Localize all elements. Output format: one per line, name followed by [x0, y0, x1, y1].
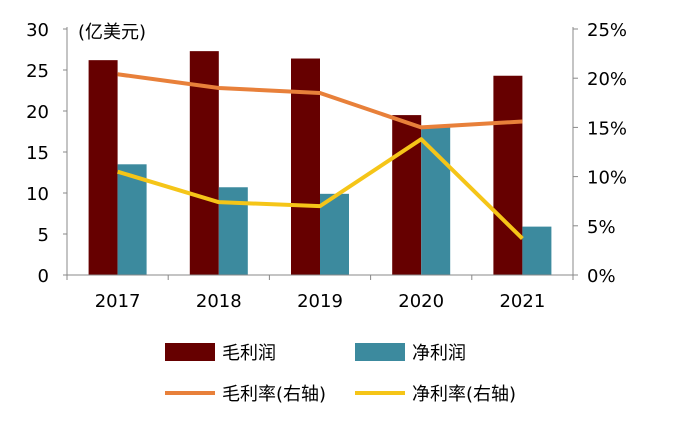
bar-净利润-2021: [522, 227, 551, 275]
right-tick-label: 15%: [587, 118, 627, 139]
bar-净利润-2020: [421, 127, 450, 275]
bar-毛利润-2020: [392, 115, 421, 275]
left-tick-label: 30: [26, 20, 49, 41]
legend-swatch-毛利润: [165, 343, 215, 361]
left-tick-label: 15: [26, 143, 49, 164]
x-tick-label: 2018: [196, 291, 242, 312]
right-tick-label: 5%: [587, 217, 616, 238]
x-tick-label: 2019: [297, 291, 343, 312]
right-tick-label: 20%: [587, 69, 627, 90]
right-tick-label: 10%: [587, 168, 627, 189]
right-tick-label: 0%: [587, 266, 616, 287]
legend-label: 毛利率(右轴): [222, 384, 326, 405]
left-tick-label: 5: [38, 225, 49, 246]
left-tick-label: 10: [26, 184, 49, 205]
legend-label: 净利率(右轴): [412, 384, 516, 405]
bar-毛利润-2017: [89, 60, 118, 275]
legend-label: 毛利润: [222, 343, 276, 364]
left-tick-label: 0: [38, 266, 49, 287]
legend-label: 净利润: [412, 343, 466, 364]
right-tick-label: 25%: [587, 20, 627, 41]
left-tick-label: 20: [26, 102, 49, 123]
x-tick-label: 2021: [499, 291, 545, 312]
x-tick-label: 2017: [95, 291, 141, 312]
bar-毛利润-2021: [493, 76, 522, 275]
unit-label: (亿美元): [78, 22, 146, 43]
bar-净利润-2019: [320, 194, 349, 275]
legend-swatch-净利润: [355, 343, 405, 361]
left-tick-label: 25: [26, 61, 49, 82]
x-tick-label: 2020: [398, 291, 444, 312]
